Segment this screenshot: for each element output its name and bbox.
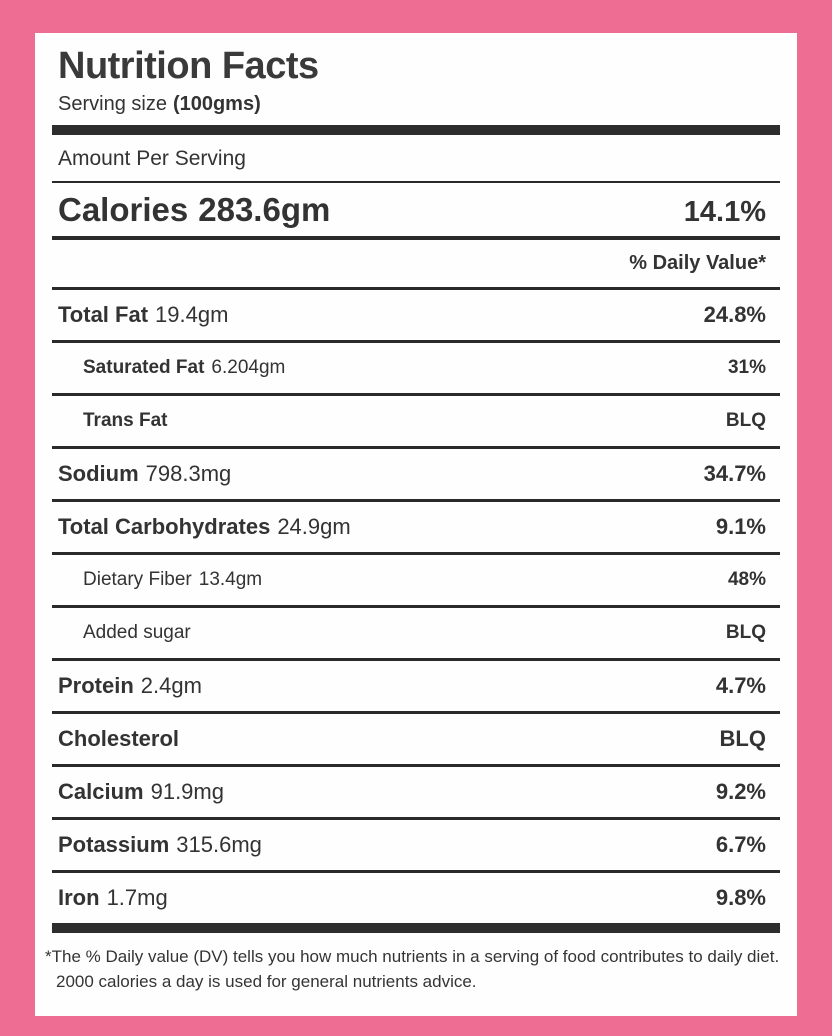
nutrient-amount: 13.4gm xyxy=(198,568,263,590)
nutrient-daily-value: 31% xyxy=(727,356,766,378)
nutrient-name: Total Carbohydrates xyxy=(58,513,271,539)
nutrient-row-sodium: Sodium 798.3mg 34.7% xyxy=(52,449,780,499)
nutrient-daily-value: BLQ xyxy=(725,409,766,431)
divider xyxy=(52,763,780,767)
nutrient-daily-value: 48% xyxy=(727,568,766,590)
divider xyxy=(52,551,780,555)
nutrient-amount: 24.9gm xyxy=(277,513,351,539)
nutrient-row-potassium: Potassium 315.6mg 6.7% xyxy=(52,820,780,870)
nutrient-label: Protein 2.4gm xyxy=(58,673,202,698)
nutrient-daily-value: 34.7% xyxy=(703,460,766,486)
nutrient-row-total-fat: Total Fat 19.4gm 24.8% xyxy=(52,290,780,340)
footnote-line-1: *The % Daily value (DV) tells you how mu… xyxy=(45,946,780,966)
nutrient-label: Dietary Fiber 13.4gm xyxy=(83,567,262,592)
divider xyxy=(52,392,780,396)
nutrient-row-dietary-fiber: Dietary Fiber 13.4gm 48% xyxy=(52,555,780,605)
nutrient-name: Sodium xyxy=(58,460,139,486)
nutrient-amount: 2.4gm xyxy=(140,672,202,698)
calories-label: Calories xyxy=(58,190,189,228)
amount-per-serving-label: Amount Per Serving xyxy=(58,146,246,170)
divider xyxy=(52,339,780,343)
nutrient-amount: 19.4gm xyxy=(155,301,229,327)
nutrient-row-protein: Protein 2.4gm 4.7% xyxy=(52,661,780,711)
nutrient-label: Potassium 315.6mg xyxy=(58,832,262,857)
thick-divider-top xyxy=(52,124,780,135)
nutrient-label: Sodium 798.3mg xyxy=(58,461,231,486)
nutrient-row-saturated-fat: Saturated Fat 6.204gm 31% xyxy=(52,343,780,393)
nutrient-daily-value: 24.8% xyxy=(703,301,766,327)
nutrient-name: Cholesterol xyxy=(58,725,180,751)
nutrient-label: Iron 1.7mg xyxy=(58,885,168,910)
nutrient-name: Total Fat xyxy=(58,301,149,327)
nutrient-name: Calcium xyxy=(58,778,144,804)
divider xyxy=(52,445,780,449)
nutrient-label: Calcium 91.9mg xyxy=(58,779,224,804)
divider xyxy=(52,498,780,502)
nutrient-amount: 1.7mg xyxy=(106,884,168,910)
divider xyxy=(52,710,780,714)
nutrient-name: Iron xyxy=(58,884,100,910)
nutrient-name: Trans Fat xyxy=(83,409,168,431)
nutrient-row-cholesterol: Cholesterol BLQ xyxy=(52,714,780,764)
calories-label-group: Calories 283.6gm xyxy=(58,191,330,229)
nutrient-daily-value: 4.7% xyxy=(715,672,766,698)
nutrient-label: Total Fat 19.4gm xyxy=(58,302,228,327)
daily-value-header: % Daily Value* xyxy=(629,251,766,274)
nutrient-daily-value: BLQ xyxy=(725,621,766,643)
nutrient-label: Saturated Fat 6.204gm xyxy=(83,355,285,380)
nutrient-row-trans-fat: Trans Fat BLQ xyxy=(52,396,780,446)
nutrient-name: Saturated Fat xyxy=(83,356,205,378)
divider xyxy=(52,816,780,820)
nutrient-daily-value: BLQ xyxy=(719,725,766,751)
nutrient-row-added-sugar: Added sugar BLQ xyxy=(52,608,780,658)
divider xyxy=(52,180,780,183)
label-title: Nutrition Facts xyxy=(58,45,319,87)
nutrient-label: Total Carbohydrates 24.9gm xyxy=(58,514,351,539)
nutrient-amount: 6.204gm xyxy=(211,356,286,378)
divider xyxy=(52,286,780,290)
divider xyxy=(52,604,780,608)
calories-row: Calories 283.6gm 14.1% xyxy=(52,183,780,236)
nutrient-row-total-carbohydrates: Total Carbohydrates 24.9gm 9.1% xyxy=(52,502,780,552)
nutrient-daily-value: 9.2% xyxy=(715,778,766,804)
nutrient-name: Potassium xyxy=(58,831,170,857)
nutrient-amount: 91.9mg xyxy=(150,778,224,804)
serving-size-value: (100gms) xyxy=(172,92,261,115)
calories-daily-value: 14.1% xyxy=(683,195,766,228)
nutrient-label: Added sugar xyxy=(83,620,198,645)
nutrition-label-card: Nutrition Facts Serving size (100gms) Am… xyxy=(35,33,797,1016)
serving-size-label: Serving size xyxy=(58,92,167,115)
nutrient-label: Trans Fat xyxy=(83,408,174,433)
thick-divider-bottom xyxy=(52,922,780,933)
nutrient-amount: 315.6mg xyxy=(176,831,262,857)
calories-amount: 283.6gm xyxy=(198,190,331,228)
footnote-line-2: 2000 calories a day is used for general … xyxy=(56,971,477,991)
serving-size-line: Serving size (100gms) xyxy=(52,92,780,116)
nutrient-row-iron: Iron 1.7mg 9.8% xyxy=(52,873,780,923)
nutrient-label: Cholesterol xyxy=(58,726,186,751)
nutrient-amount: 798.3mg xyxy=(145,460,232,486)
nutrient-row-calcium: Calcium 91.9mg 9.2% xyxy=(52,767,780,817)
nutrient-daily-value: 9.1% xyxy=(715,513,766,539)
daily-value-footnote: *The % Daily value (DV) tells you how mu… xyxy=(45,945,780,994)
double-divider xyxy=(52,235,780,240)
divider xyxy=(52,657,780,661)
nutrient-name: Protein xyxy=(58,672,134,698)
nutrient-name: Added sugar xyxy=(83,621,191,643)
divider xyxy=(52,869,780,873)
nutrient-name: Dietary Fiber xyxy=(83,568,192,590)
nutrient-daily-value: 6.7% xyxy=(715,831,766,857)
nutrient-daily-value: 9.8% xyxy=(715,884,766,910)
